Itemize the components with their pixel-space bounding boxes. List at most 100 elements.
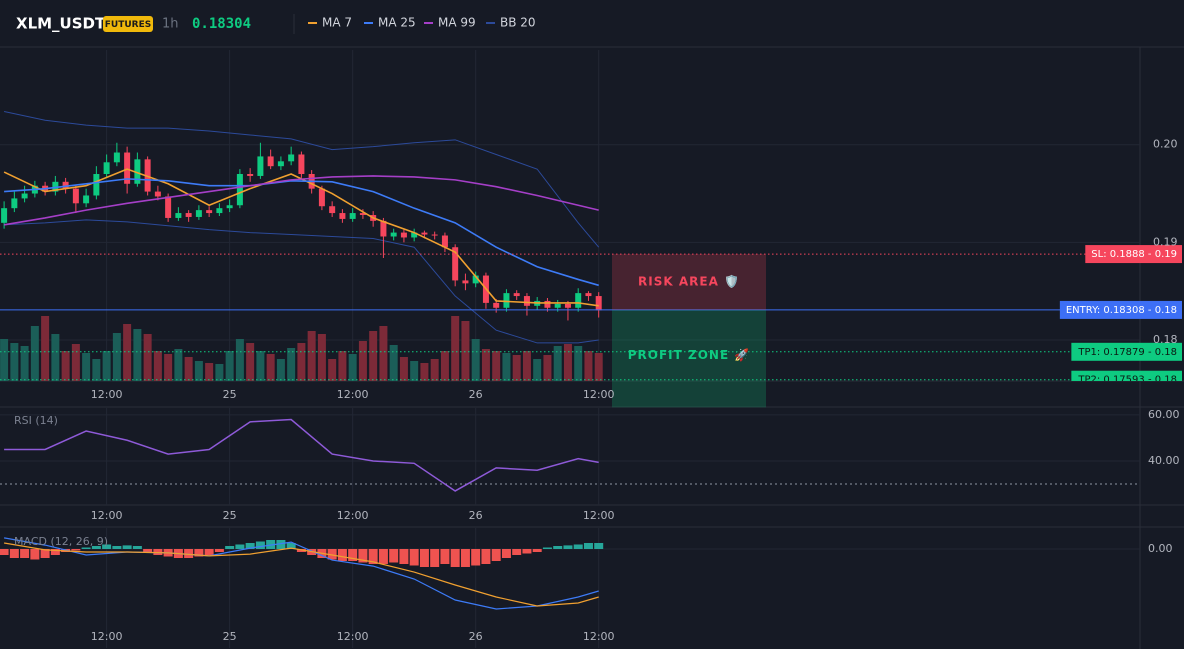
macd-histogram	[204, 549, 214, 555]
x-tick-label: 26	[469, 388, 483, 401]
volume-bar	[102, 351, 111, 381]
candle-body	[93, 174, 100, 196]
volume-bar	[297, 343, 306, 381]
legend-label: MA 99	[438, 16, 476, 30]
x-tick-label: 12:00	[337, 509, 369, 522]
zone-label: PROFIT ZONE 🚀	[628, 348, 751, 362]
volume-bar	[584, 351, 593, 381]
candle-body	[134, 159, 141, 184]
volume-bar	[430, 359, 439, 381]
volume-bar	[399, 357, 408, 381]
legend-label: MA 7	[322, 16, 352, 30]
y-tick-label: 0.18	[1153, 333, 1178, 346]
x-tick-label: 12:00	[337, 388, 369, 401]
volume-bar	[51, 334, 60, 381]
badge	[103, 16, 153, 32]
macd-histogram	[553, 546, 563, 549]
macd-histogram	[245, 543, 255, 549]
macd-histogram	[81, 547, 91, 549]
zone-label: RISK AREA 🛡️	[638, 274, 740, 288]
volume-bar	[10, 343, 19, 381]
candle-body	[575, 293, 582, 308]
macd-histogram	[594, 543, 604, 549]
macd-histogram	[71, 549, 81, 551]
volume-bar	[174, 349, 183, 381]
candle-body	[257, 156, 264, 176]
candle-body	[288, 154, 295, 162]
bollinger-band	[3, 111, 600, 248]
volume-bar	[225, 351, 234, 381]
volume-bar	[92, 359, 101, 381]
bollinger-band	[4, 219, 599, 344]
level-tag	[1085, 245, 1182, 264]
level-tag	[1071, 342, 1182, 361]
candle-body	[595, 296, 602, 311]
candle-body	[564, 303, 571, 308]
macd-histogram	[348, 549, 358, 561]
volume-bar	[276, 359, 285, 381]
macd-histogram	[194, 549, 204, 557]
x-tick-label: 12:00	[337, 630, 369, 643]
candle-body	[513, 293, 520, 297]
candle-body	[236, 174, 243, 206]
candle-body	[195, 210, 202, 217]
macd-histogram	[50, 549, 60, 555]
candle-body	[165, 196, 172, 218]
candle-body	[267, 156, 274, 167]
volume-bar	[235, 339, 244, 381]
candle-body	[359, 213, 366, 216]
candle-body	[113, 152, 120, 163]
macd-histogram	[214, 549, 224, 552]
macd-histogram	[583, 543, 593, 549]
candle-body	[431, 234, 438, 236]
candle-body	[226, 205, 233, 209]
candle-body	[452, 247, 459, 281]
candle-body	[411, 232, 418, 238]
volume-bar	[153, 351, 162, 381]
macd-histogram	[378, 549, 388, 564]
volume-bar	[41, 316, 50, 381]
volume-bar	[471, 339, 480, 381]
macd-histogram	[460, 549, 470, 567]
x-tick-label: 12:00	[583, 509, 615, 522]
volume-bar	[328, 359, 337, 381]
macd-histogram	[481, 549, 491, 564]
moving-average	[4, 178, 599, 287]
x-tick-label: 12:00	[91, 509, 123, 522]
badge-text: FUTURES	[105, 20, 151, 30]
macd-histogram	[225, 546, 235, 549]
x-tick-label: 25	[223, 509, 237, 522]
x-tick-label: 26	[469, 630, 483, 643]
zone	[612, 309, 766, 408]
macd-histogram	[471, 549, 481, 566]
candle-body	[1, 208, 8, 223]
macd-histogram	[112, 546, 122, 549]
macd-histogram	[419, 549, 429, 567]
candle-body	[462, 280, 469, 284]
level-tag-text: TP1: 0.17879 - 0.18	[1077, 347, 1177, 358]
macd-histogram	[143, 549, 153, 552]
macd-histogram	[296, 549, 306, 552]
candle-body	[349, 213, 356, 219]
legend-label: MA 25	[378, 16, 416, 30]
candle-body	[318, 188, 325, 207]
volume-bar	[481, 349, 490, 381]
volume-bar	[533, 359, 542, 381]
volume-bar	[123, 324, 132, 381]
macd-histogram	[40, 549, 50, 558]
moving-average	[3, 168, 599, 307]
volume-bar	[194, 361, 203, 381]
macd-histogram	[184, 549, 194, 558]
x-tick-label: 12:00	[91, 388, 123, 401]
volume-bar	[307, 331, 316, 381]
volume-bar	[522, 351, 531, 381]
volume-bar	[71, 344, 80, 381]
candle-body	[380, 220, 387, 237]
volume-bar	[574, 346, 583, 381]
y-tick-label: 0.20	[1153, 138, 1178, 151]
macd-histogram	[255, 541, 265, 549]
y-tick-label: 40.00	[1148, 454, 1180, 467]
candle-body	[493, 302, 500, 308]
candle-body	[441, 235, 448, 248]
